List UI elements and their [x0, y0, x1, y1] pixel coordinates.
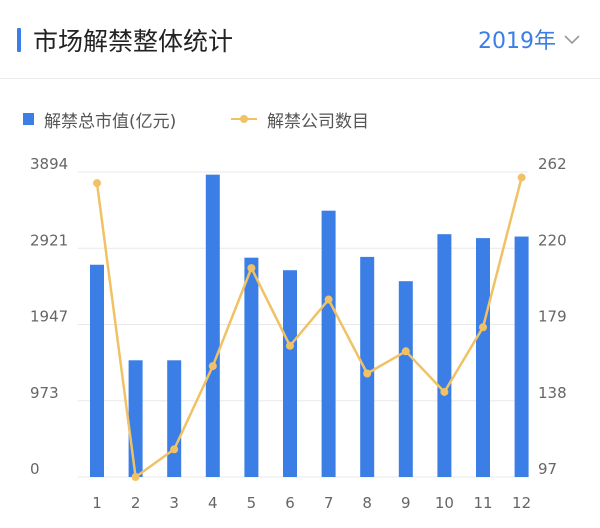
y-right-tick-label: 138 [538, 384, 567, 402]
bar [360, 256, 375, 477]
y-left-tick-label: 0 [30, 460, 40, 478]
x-tick-label: 7 [324, 494, 334, 512]
legend-bar-label: 解禁总市值(亿元) [44, 111, 177, 132]
bar [321, 210, 336, 477]
y-right-tick-label: 179 [538, 308, 567, 326]
x-tick-label: 2 [131, 494, 141, 512]
legend-item-bar[interactable]: 解禁总市值(亿元) [23, 104, 176, 134]
year-selector-label: 2019年 [478, 29, 556, 54]
legend-line-swatch [231, 115, 257, 123]
y-right-tick-label: 220 [538, 231, 567, 249]
x-tick-label: 5 [247, 494, 257, 512]
bar [476, 238, 490, 477]
chart-legend: 解禁总市值(亿元) 解禁公司数目 [0, 104, 600, 134]
line-point [247, 264, 256, 273]
legend-bar-swatch [23, 113, 34, 125]
bar [437, 234, 452, 477]
x-tick-label: 11 [473, 494, 492, 512]
bar [283, 270, 297, 477]
legend-item-line[interactable]: 解禁公司数目 [231, 104, 369, 134]
year-selector[interactable]: 2019年 [478, 24, 580, 54]
line-point [363, 369, 372, 378]
y-left-tick-label: 3894 [30, 155, 68, 173]
x-tick-label: 1 [92, 494, 102, 512]
title-accent-bar [17, 28, 21, 52]
bar [128, 360, 143, 477]
line-point [131, 473, 140, 481]
bar [205, 174, 220, 477]
y-left-tick-label: 2921 [30, 231, 68, 249]
bar [398, 281, 413, 477]
line-point [208, 362, 217, 371]
line-series [95, 177, 523, 479]
line-point [517, 173, 526, 182]
x-tick-label: 9 [401, 494, 411, 512]
bar [244, 257, 259, 477]
legend-line-label: 解禁公司数目 [267, 111, 369, 132]
x-tick-label: 10 [435, 494, 454, 512]
line-point [286, 341, 294, 350]
x-tick-label: 6 [285, 494, 295, 512]
line-point [324, 295, 333, 304]
line-point [170, 445, 179, 454]
bar [514, 236, 529, 477]
chart-header: 市场解禁整体统计 2019年 [0, 0, 600, 78]
line-point [479, 323, 487, 332]
header-divider [0, 78, 600, 79]
x-tick-label: 12 [512, 494, 531, 512]
line-point [93, 179, 101, 188]
line-point [401, 347, 410, 356]
y-right-tick-label: 262 [538, 155, 567, 173]
bar [167, 360, 182, 477]
x-tick-label: 4 [208, 494, 218, 512]
y-left-tick-label: 973 [30, 384, 59, 402]
line-point [440, 387, 449, 396]
chevron-down-icon [564, 30, 580, 49]
y-right-tick-label: 97 [538, 460, 557, 478]
x-tick-label: 8 [362, 494, 372, 512]
bar [90, 264, 104, 477]
x-tick-label: 3 [169, 494, 179, 512]
y-left-tick-label: 1947 [30, 308, 68, 326]
page-title: 市场解禁整体统计 [33, 27, 234, 56]
